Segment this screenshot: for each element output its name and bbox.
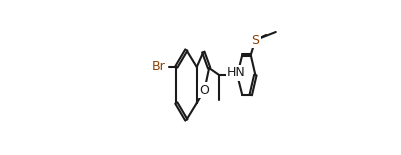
Text: HN: HN [226, 66, 245, 80]
Text: Br: Br [151, 60, 165, 73]
Text: O: O [199, 84, 209, 97]
Text: S: S [251, 33, 259, 46]
